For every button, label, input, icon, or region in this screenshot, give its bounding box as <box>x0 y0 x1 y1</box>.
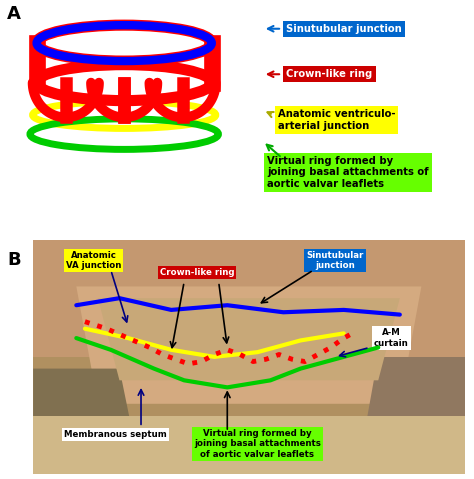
Polygon shape <box>33 369 141 474</box>
Polygon shape <box>98 298 400 380</box>
Polygon shape <box>33 415 465 474</box>
Text: Sinutubular
junction: Sinutubular junction <box>306 251 364 270</box>
Text: Virtual ring formed by
joining basal attachments
of aortic valvar leaflets: Virtual ring formed by joining basal att… <box>194 429 321 458</box>
Text: Crown-like ring: Crown-like ring <box>286 69 373 79</box>
Text: A: A <box>8 5 21 23</box>
Text: Membranous septum: Membranous septum <box>64 430 166 439</box>
Text: Crown-like ring: Crown-like ring <box>160 268 234 277</box>
Text: Anatomic
VA junction: Anatomic VA junction <box>66 251 121 270</box>
Text: Sinutubular junction: Sinutubular junction <box>286 24 402 34</box>
Text: Virtual ring formed by
joining basal attachments of
aortic valvar leaflets: Virtual ring formed by joining basal att… <box>267 156 428 189</box>
Polygon shape <box>76 286 421 404</box>
Text: A-M
curtain: A-M curtain <box>374 329 409 348</box>
Polygon shape <box>33 240 465 357</box>
Polygon shape <box>33 240 465 474</box>
Polygon shape <box>356 357 465 474</box>
Text: B: B <box>7 251 21 269</box>
Text: Anatomic ventriculo-
arterial junction: Anatomic ventriculo- arterial junction <box>278 109 395 131</box>
